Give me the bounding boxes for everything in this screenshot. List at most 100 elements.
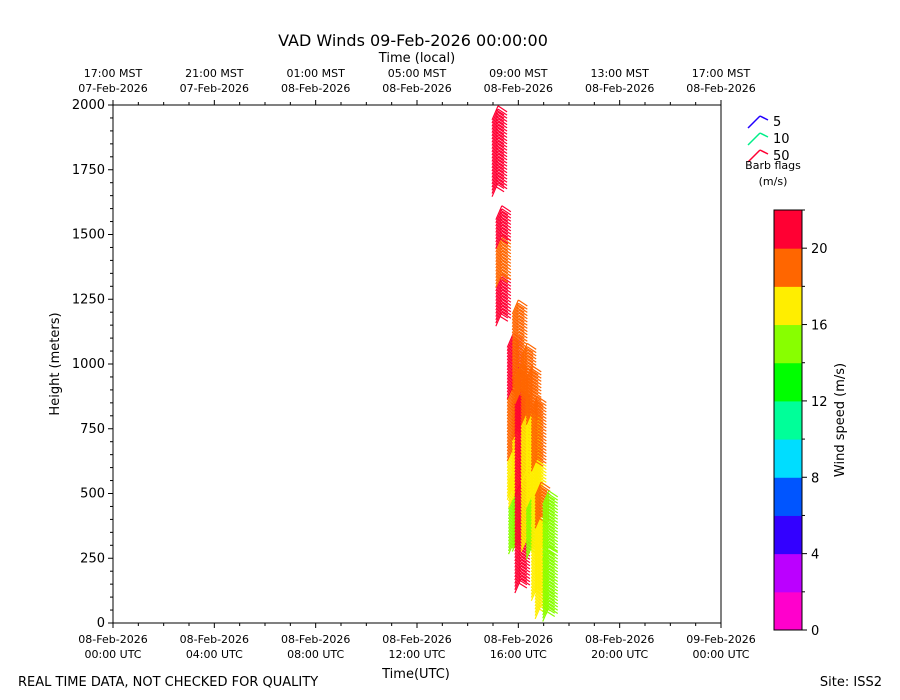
- wind-barb-flag: [546, 494, 556, 501]
- wind-barb-shaft: [520, 419, 528, 434]
- wind-barb-flag: [518, 321, 528, 329]
- wind-barb-shaft: [495, 308, 503, 324]
- wind-barb-shaft: [520, 425, 528, 441]
- wind-barb-flag: [501, 311, 512, 319]
- top-tick-time: 21:00 MST: [185, 67, 244, 80]
- wind-barb-flag: [540, 488, 551, 496]
- wind-barb-shaft: [534, 519, 542, 534]
- wind-barb-flag: [520, 565, 531, 573]
- wind-barb-shaft: [514, 370, 522, 385]
- wind-barb-shaft: [491, 160, 499, 175]
- wind-barb-shaft: [491, 121, 499, 137]
- wind-barb-segment: [495, 205, 512, 249]
- wind-barb-flag: [548, 516, 559, 523]
- wind-barb-shaft: [520, 378, 528, 393]
- wind-barb-flag: [501, 250, 512, 258]
- wind-barb-flag: [516, 306, 525, 313]
- wind-barb-flag: [501, 253, 512, 261]
- wind-barb-flag: [501, 234, 512, 241]
- wind-barb-shaft: [514, 517, 522, 533]
- wind-barb-shaft: [491, 131, 499, 146]
- wind-barb-shaft: [514, 376, 522, 392]
- wind-barb-shaft: [491, 118, 499, 133]
- wind-barb-shaft: [495, 211, 503, 227]
- wind-barb-flag: [548, 552, 559, 560]
- wind-barb-shaft: [520, 352, 528, 368]
- wind-barb-flag: [537, 395, 547, 403]
- wind-barb-flag: [535, 419, 544, 426]
- wind-barb-shaft: [514, 416, 522, 431]
- wind-barb-shaft: [534, 538, 542, 554]
- wind-barb-shaft: [534, 550, 542, 565]
- wind-barb-shaft: [534, 569, 542, 584]
- wind-barb-shaft: [534, 585, 542, 600]
- x-tick-time: 16:00 UTC: [490, 648, 547, 661]
- wind-barb-flag: [497, 131, 508, 138]
- wind-barb-shaft: [530, 485, 538, 501]
- wind-barb-flag: [518, 550, 528, 557]
- wind-barb-flag: [546, 566, 556, 573]
- wind-barb-flag: [497, 134, 508, 142]
- wind-barb-flag: [501, 295, 512, 303]
- wind-barb-shaft: [511, 350, 519, 366]
- wind-barb-flag: [516, 303, 525, 310]
- wind-barb-flag: [499, 241, 509, 248]
- wind-barb-shaft: [520, 502, 528, 517]
- y-tick-label: 1250: [72, 292, 105, 307]
- top-tick-time: 17:00 MST: [84, 67, 143, 80]
- wind-barb-shaft: [530, 453, 538, 469]
- wind-barb-flag: [537, 440, 547, 448]
- x-tick-date: 08-Feb-2026: [281, 633, 350, 646]
- wind-barb-shaft: [520, 473, 528, 488]
- wind-barb-flag: [520, 568, 531, 576]
- wind-barb-shaft: [495, 247, 503, 262]
- wind-barb-flag: [497, 166, 508, 174]
- wind-barb-flag: [495, 182, 505, 190]
- wind-barb-flag: [501, 247, 512, 255]
- wind-barb-flag: [497, 143, 508, 151]
- colorbar-band: [774, 324, 802, 364]
- wind-barb-flag: [535, 451, 544, 458]
- wind-barb-shaft: [530, 488, 538, 504]
- wind-barb-shaft: [520, 432, 528, 447]
- wind-barb-flag: [537, 453, 547, 461]
- wind-barb-flag: [548, 565, 559, 573]
- wind-barb-flag: [499, 218, 509, 225]
- wind-barb-shaft: [511, 309, 519, 324]
- wind-barb-shaft: [491, 147, 499, 162]
- barb-legend-flag: [759, 149, 769, 155]
- wind-barb-shaft: [514, 454, 522, 470]
- wind-barb-flag: [526, 352, 537, 360]
- wind-barb-shaft: [542, 549, 550, 565]
- wind-barb-flag: [497, 137, 508, 145]
- quality-note: REAL TIME DATA, NOT CHECKED FOR QUALITY: [18, 675, 318, 690]
- top-tick-time: 17:00 MST: [692, 67, 751, 80]
- wind-barb-flag: [520, 562, 531, 570]
- wind-barb-flag: [537, 456, 547, 464]
- wind-barb-flag: [535, 422, 544, 429]
- wind-barb-flag: [501, 214, 512, 222]
- wind-barb-flag: [518, 302, 528, 310]
- wind-barb-flag: [499, 283, 509, 290]
- wind-barb-flag: [537, 437, 547, 445]
- wind-barb-shaft: [525, 529, 533, 544]
- wind-barb-shaft: [506, 450, 514, 465]
- wind-barb-shaft: [511, 387, 519, 402]
- wind-barb-flag: [501, 263, 512, 271]
- wind-barb-shaft: [495, 234, 503, 249]
- wind-barb-shaft: [514, 549, 522, 565]
- wind-barb-shaft: [520, 365, 528, 381]
- wind-barb-flag: [501, 211, 512, 219]
- wind-barb-shaft: [534, 497, 542, 513]
- colorbar-frame: [773, 209, 803, 631]
- wind-barb-shaft: [506, 463, 514, 478]
- wind-barb-shaft: [511, 318, 519, 334]
- wind-barb-shaft: [520, 381, 528, 397]
- wind-barb-flag: [524, 350, 534, 357]
- wind-barb-shaft: [514, 380, 522, 395]
- x-tick-date: 09-Feb-2026: [686, 633, 755, 646]
- wind-barb-shaft: [542, 535, 550, 550]
- wind-barb-shaft: [542, 600, 550, 616]
- wind-barb-flag: [501, 218, 512, 225]
